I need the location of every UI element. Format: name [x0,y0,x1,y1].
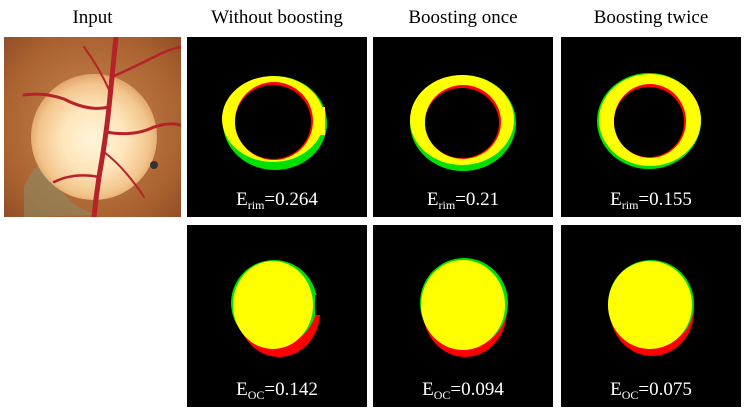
oc-panel-boosting-once: EOC=0.094 [373,225,553,407]
column-title-boosting-once: Boosting once [408,7,518,28]
rim-panel-boosting-once: Erim=0.21 [373,37,553,217]
input-fundus-image [4,37,181,217]
rim-panel-without-boosting: Erim=0.264 [187,37,367,217]
oc-segmentation-overlay [420,258,508,357]
oc-panel-boosting-twice: EOC=0.075 [561,225,741,407]
oc-error-boosting-once: EOC=0.094 [422,379,504,402]
rim-panel-boosting-twice: Erim=0.155 [561,37,741,217]
column-title-input: Input [72,7,113,28]
oc-error-boosting-twice: EOC=0.075 [610,379,692,402]
column-title-boosting-twice: Boosting twice [593,7,709,28]
rim-segmentation-overlay [410,75,516,171]
rim-segmentation-overlay [222,76,327,170]
rim-error-boosting-twice: Erim=0.155 [610,189,692,212]
rim-segmentation-overlay [597,73,701,169]
column-title-without-boosting: Without boosting [211,7,343,28]
oc-segmentation-overlay [231,260,321,357]
oc-segmentation-overlay [608,260,694,356]
rim-error-boosting-once: Erim=0.21 [426,189,500,212]
oc-error-without-boosting: EOC=0.142 [236,379,318,402]
oc-panel-without-boosting: EOC=0.142 [187,225,367,407]
rim-error-without-boosting: Erim=0.264 [236,189,318,212]
